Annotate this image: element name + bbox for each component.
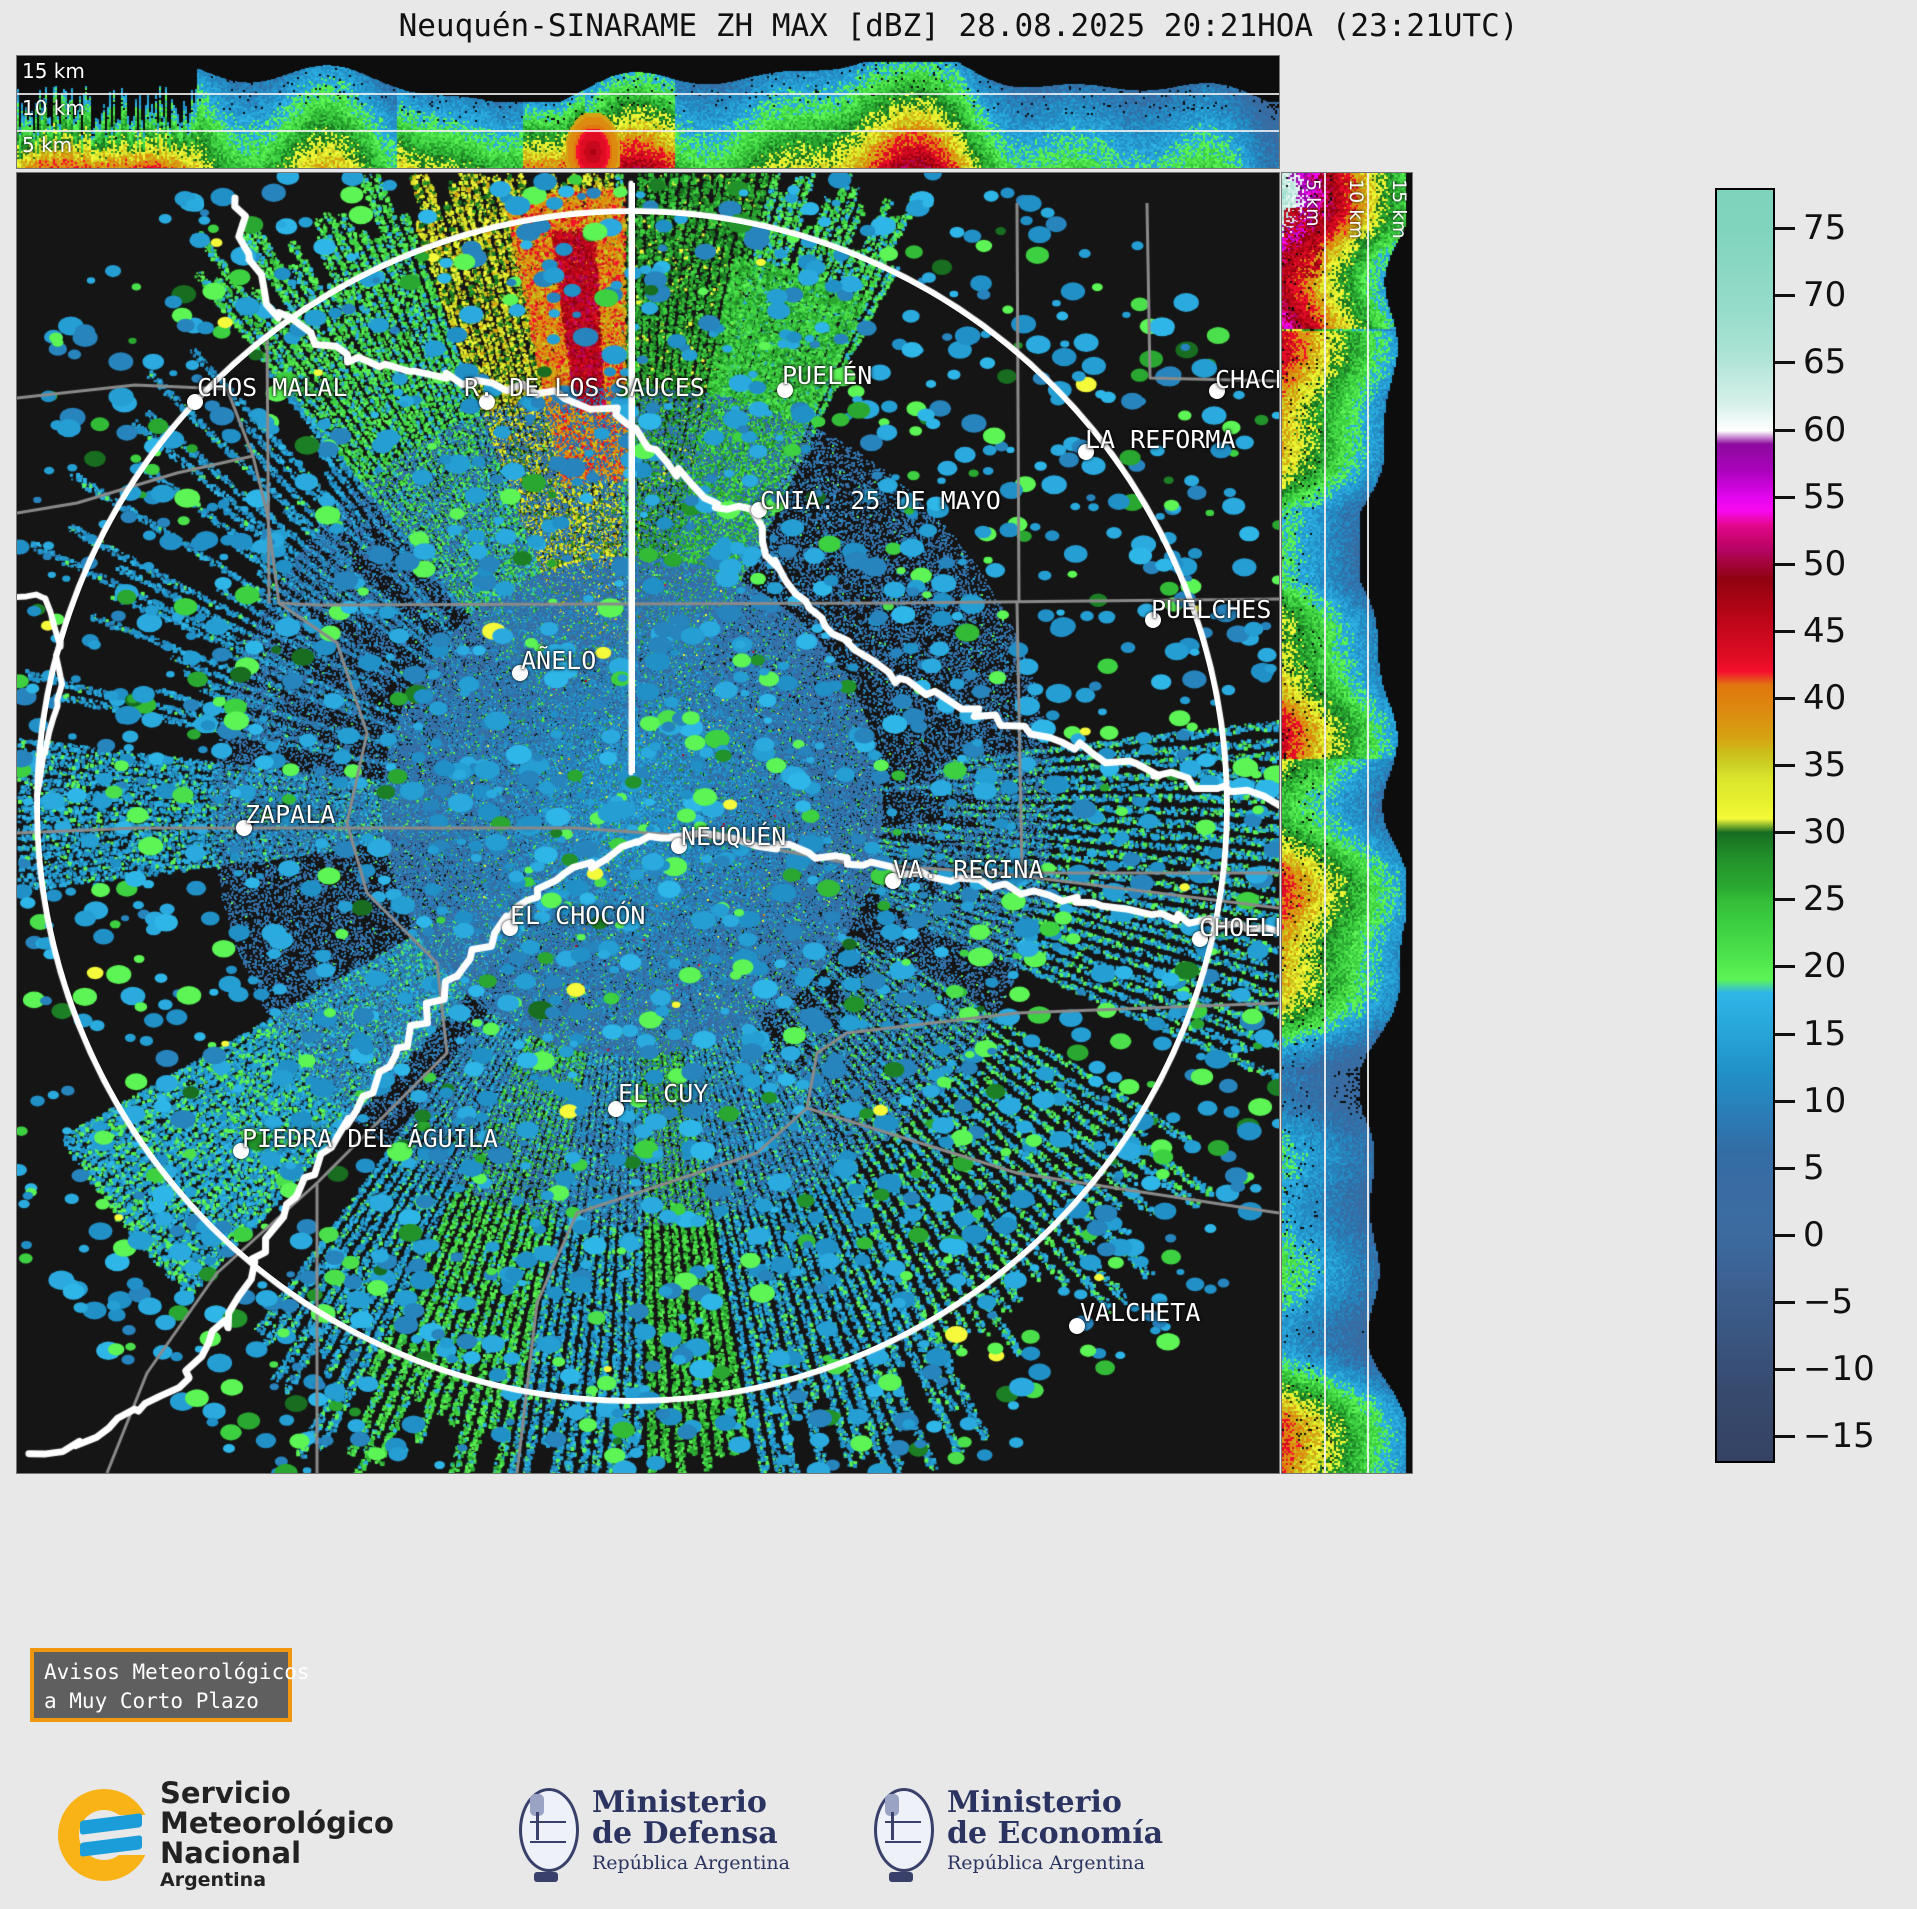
colorbar-tick-mark: [1775, 361, 1795, 365]
colorbar-tick-label: 0: [1803, 1214, 1825, 1255]
colorbar-tick-label: 20: [1803, 946, 1847, 987]
economia-subtitle: República Argentina: [947, 1851, 1145, 1874]
colorbar-tick-label: 25: [1803, 879, 1847, 920]
smn-logo-icon: [58, 1788, 152, 1881]
city-marker-dot: [885, 873, 901, 889]
colorbar-tick-label: 75: [1803, 208, 1847, 249]
altitude-gridline-10km-right: [1367, 173, 1369, 1473]
defensa-line-1: Ministerio: [592, 1784, 767, 1820]
city-marker-dot: [236, 820, 252, 836]
city-marker-dot: [1192, 931, 1208, 947]
city-marker-dot: [751, 502, 767, 518]
city-marker-dot: [1069, 1318, 1085, 1334]
colorbar-tick-label: 45: [1803, 610, 1847, 651]
colorbar-tick-label: 15: [1803, 1013, 1847, 1054]
logo-ministerio-de-economia: Ministerio de Economía República Argenti…: [865, 1774, 1163, 1886]
smn-line-3: Nacional: [160, 1836, 302, 1871]
colorbar-tick-label: 55: [1803, 476, 1847, 517]
warning-line-1: Avisos Meteorológicos: [44, 1660, 310, 1684]
economia-line-2: de Economía: [947, 1816, 1164, 1852]
colorbar-tick-mark: [1775, 697, 1795, 700]
top-cross-section-panel: 15 km 10 km 5 km: [16, 55, 1280, 169]
colorbar-tick-label: 5: [1803, 1147, 1825, 1188]
colorbar-tick-label: −5: [1803, 1281, 1854, 1322]
footer-logos: Servicio Meteorológico Nacional Argentin…: [0, 1760, 1917, 1909]
smn-line-1: Servicio: [160, 1776, 291, 1810]
colorbar-tick-mark: [1775, 495, 1795, 499]
colorbar-tick-mark: [1775, 898, 1795, 902]
colorbar-gradient: [1715, 188, 1775, 1463]
colorbar-ticks: 75 70 65 60 55 50 45 40 35 30 25 20 15 10 5 0 −5 −10 −15: [1775, 188, 1915, 1463]
altitude-gridline-10km: [17, 93, 1279, 95]
colorbar-tick-label: 30: [1803, 812, 1847, 853]
city-marker-dot: [1209, 383, 1225, 399]
altitude-label-10km-right: 10 km: [1345, 179, 1367, 239]
altitude-gridline-5km: [17, 130, 1279, 132]
argentina-coat-of-arms-icon-2: [865, 1774, 937, 1886]
smn-subtitle: Argentina: [160, 1869, 267, 1892]
colorbar: [1715, 188, 1775, 1463]
colorbar-tick-label: 65: [1803, 342, 1847, 383]
altitude-label-15km-right: 15 km: [1388, 179, 1410, 239]
city-marker-dot: [502, 920, 518, 936]
colorbar-tick-mark: [1775, 1032, 1795, 1036]
defensa-line-2: de Defensa: [592, 1816, 778, 1852]
colorbar-tick-mark: [1775, 227, 1795, 231]
colorbar-tick-label: −15: [1803, 1416, 1875, 1457]
smn-line-2: Meteorológico: [160, 1806, 394, 1841]
colorbar-tick-mark: [1775, 965, 1795, 969]
colorbar-tick-label: 35: [1803, 745, 1847, 786]
city-marker-dot: [233, 1143, 249, 1159]
colorbar-tick-mark: [1775, 1233, 1795, 1237]
altitude-label-10km: 10 km: [22, 96, 85, 120]
altitude-label-5km: 5 km: [22, 133, 73, 157]
city-marker-dot: [608, 1101, 624, 1117]
city-marker-dot: [1078, 444, 1094, 460]
colorbar-tick-mark: [1775, 562, 1795, 566]
colorbar-tick-mark: [1775, 1435, 1795, 1439]
logo-servicio-meteorologico-nacional: Servicio Meteorológico Nacional Argentin…: [58, 1778, 394, 1891]
colorbar-tick-mark: [1775, 1099, 1795, 1103]
warning-badge[interactable]: Avisos Meteorológicos a Muy Corto Plazo: [30, 1648, 310, 1722]
colorbar-tick-label: 10: [1803, 1080, 1847, 1121]
city-marker-dot: [777, 382, 793, 398]
colorbar-tick-mark: [1775, 764, 1795, 768]
top-cross-section-canvas: [17, 56, 1279, 168]
economia-line-1: Ministerio: [947, 1784, 1122, 1820]
radar-north-radial: [630, 183, 635, 773]
colorbar-tick-label: 40: [1803, 678, 1847, 718]
colorbar-tick-mark: [1775, 831, 1795, 835]
colorbar-tick-label: −10: [1803, 1349, 1875, 1390]
logo-ministerio-de-defensa: Ministerio de Defensa República Argentin…: [510, 1774, 790, 1886]
city-marker-dot: [512, 665, 528, 681]
argentina-coat-of-arms-icon: [510, 1774, 582, 1886]
colorbar-tick-mark: [1775, 1368, 1795, 1372]
colorbar-tick-mark: [1775, 1300, 1795, 1304]
city-marker-dot: [479, 394, 495, 410]
page-title: Neuquén-SINARAME ZH MAX [dBZ] 28.08.2025…: [398, 8, 1519, 44]
colorbar-tick-mark: [1775, 1166, 1795, 1170]
colorbar-tick-mark: [1775, 428, 1795, 432]
colorbar-tick-label: 70: [1803, 275, 1847, 316]
defensa-subtitle: República Argentina: [592, 1851, 790, 1874]
colorbar-tick-label: 50: [1803, 543, 1847, 584]
altitude-gridline-5km-right: [1324, 173, 1326, 1473]
altitude-label-5km-right: 5 km: [1302, 179, 1324, 227]
city-marker-dot: [187, 394, 203, 410]
colorbar-tick-mark: [1775, 294, 1795, 298]
right-cross-section-canvas: [1282, 173, 1412, 1473]
warning-line-2: a Muy Corto Plazo: [44, 1689, 259, 1713]
city-marker-dot: [671, 838, 687, 854]
right-cross-section-panel: 5 km 10 km 15 km: [1281, 172, 1413, 1474]
altitude-label-15km: 15 km: [22, 59, 85, 83]
city-marker-dot: [1145, 612, 1161, 628]
colorbar-tick-label: 60: [1803, 409, 1847, 450]
colorbar-tick-mark: [1775, 629, 1795, 633]
